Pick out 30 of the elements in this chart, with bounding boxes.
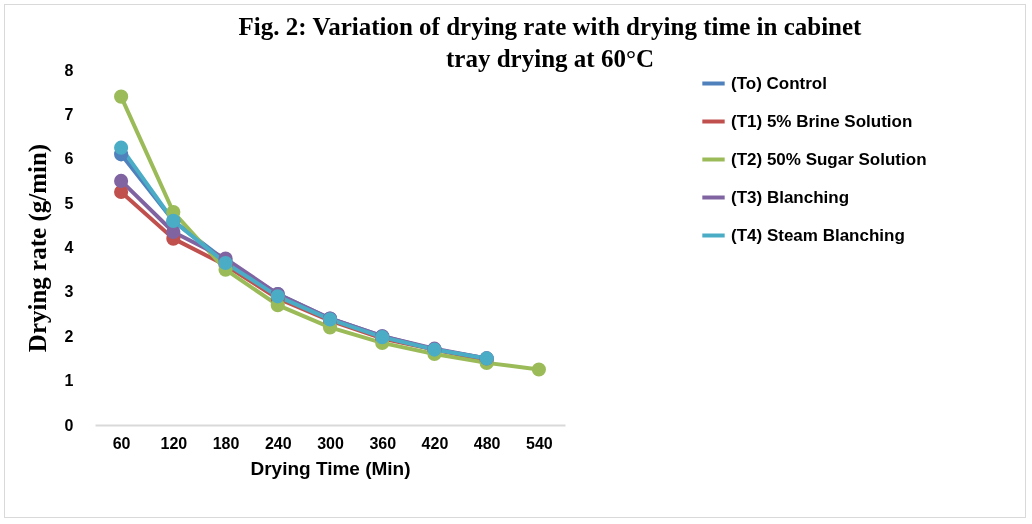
x-tick-label: 360 (369, 434, 397, 452)
point (114, 173, 129, 188)
y-axis-title: Drying rate (g/min) (23, 143, 52, 353)
y-tick-label: 2 (64, 327, 74, 345)
legend-label: (T2) 50% Sugar Solution (731, 149, 927, 169)
y-tick-label: 5 (64, 194, 74, 212)
point (114, 89, 129, 104)
x-tick-label: 180 (212, 434, 240, 452)
legend-label: (T3) Blanching (731, 187, 850, 207)
y-tick-label: 7 (64, 105, 74, 123)
y-tick-label: 0 (64, 416, 74, 434)
x-tick-label: 420 (421, 434, 449, 452)
x-tick-label: 480 (473, 434, 501, 452)
x-axis-title: Drying Time (Min) (250, 457, 411, 479)
legend-label: (T4) Steam Blanching (731, 225, 905, 245)
chart-title: Fig. 2: Variation of drying rate with drying time in cabinet tray drying at 60°C (238, 13, 863, 72)
y-tick-label: 4 (64, 239, 74, 256)
y-tick-label: 1 (64, 372, 74, 390)
point (114, 140, 129, 155)
point (531, 362, 546, 377)
legend-label: (To) Control (731, 73, 827, 93)
y-tick-label: 6 (64, 150, 74, 168)
x-tick-label: 300 (317, 434, 344, 452)
x-tick-label: 540 (526, 434, 553, 452)
y-tick-label: 3 (64, 283, 74, 301)
x-tick-label: 240 (264, 434, 292, 452)
y-tick-label: 8 (64, 61, 74, 79)
legend-label: (T1) 5% Brine Solution (731, 111, 913, 131)
x-tick-label: 120 (160, 434, 188, 452)
x-tick-label: 60 (112, 434, 131, 452)
